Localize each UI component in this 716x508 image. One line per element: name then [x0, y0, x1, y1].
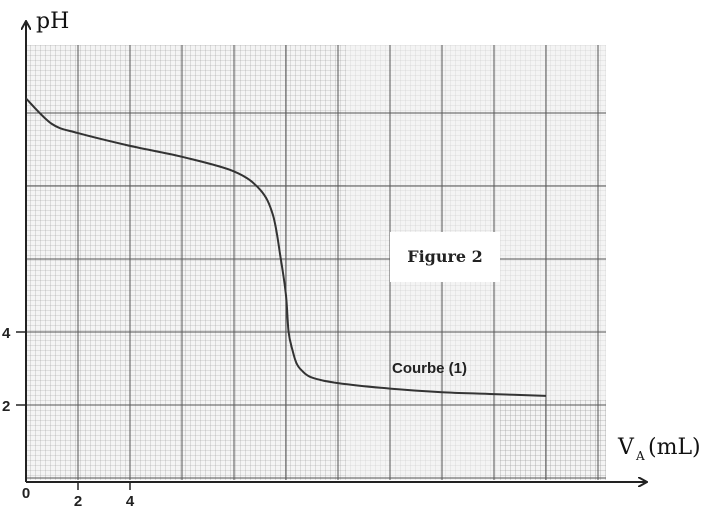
y-tick-label: 2 [2, 398, 10, 415]
y-axis-label: pH [36, 9, 69, 34]
x-axis-label-main: V [617, 435, 635, 460]
y-tick-label: 4 [2, 325, 11, 342]
figure-title: Figure 2 [407, 247, 483, 266]
x-tick-label: 2 [74, 493, 82, 508]
x-tick-label: 4 [126, 493, 135, 508]
graph-paper [25, 45, 606, 480]
x-axis-label-unit: (mL) [648, 435, 701, 460]
courbe-1-line [25, 97, 547, 397]
y-ticks: 24 [2, 325, 26, 415]
courbe-1-label: Courbe (1) [392, 360, 467, 377]
figure-label-box: Figure 2 [390, 232, 500, 282]
x-ticks: 0 2 4 [22, 482, 135, 508]
x-axis-label-sub: A [635, 449, 645, 463]
x-axis-label: V A (mL) [617, 435, 701, 463]
x-tick-label: 0 [22, 485, 30, 502]
